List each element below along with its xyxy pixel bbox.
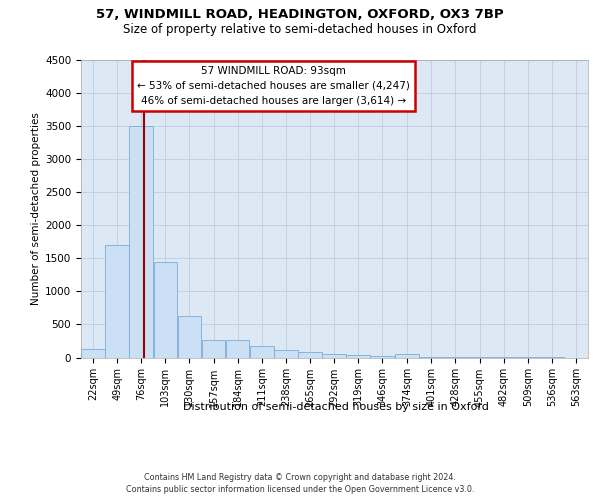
Text: Size of property relative to semi-detached houses in Oxford: Size of property relative to semi-detach… [123,22,477,36]
Bar [298,352,322,358]
Y-axis label: Number of semi-detached properties: Number of semi-detached properties [31,112,41,305]
Text: 57 WINDMILL ROAD: 93sqm
← 53% of semi-detached houses are smaller (4,247)
46% of: 57 WINDMILL ROAD: 93sqm ← 53% of semi-de… [137,66,410,106]
Bar [154,262,177,358]
Text: Distribution of semi-detached houses by size in Oxford: Distribution of semi-detached houses by … [183,402,489,412]
Bar [443,357,467,358]
Bar [178,316,201,358]
Bar [419,357,443,358]
Bar [250,346,274,358]
Bar [346,355,370,358]
Bar [322,354,346,358]
Bar [274,350,298,358]
Bar [130,126,153,358]
Bar [395,354,419,358]
Text: Contains HM Land Registry data © Crown copyright and database right 2024.
Contai: Contains HM Land Registry data © Crown c… [126,472,474,494]
Text: 57, WINDMILL ROAD, HEADINGTON, OXFORD, OX3 7BP: 57, WINDMILL ROAD, HEADINGTON, OXFORD, O… [96,8,504,20]
Bar [106,245,129,358]
Bar [81,349,105,358]
Bar [370,356,394,358]
Bar [202,340,226,357]
Bar [226,340,250,357]
